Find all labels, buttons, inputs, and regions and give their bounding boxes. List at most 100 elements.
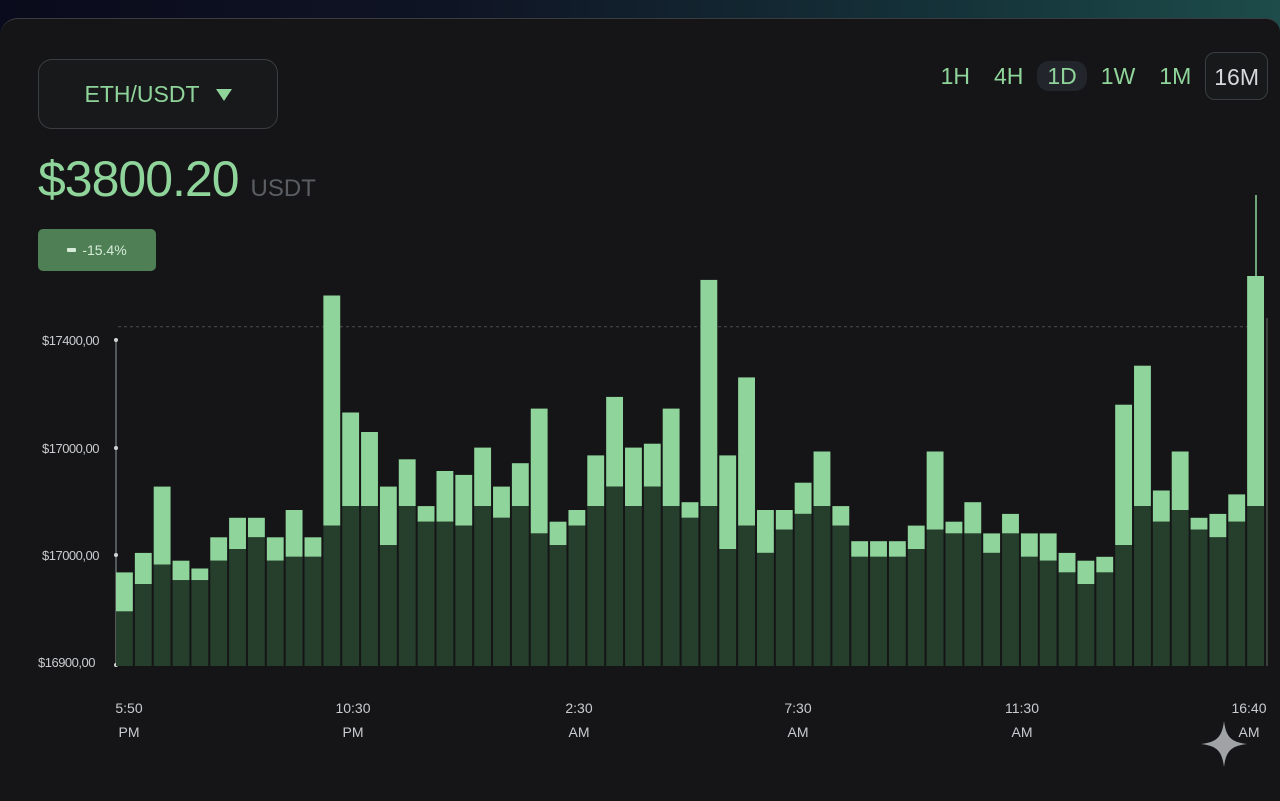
bar-upper: [210, 537, 228, 561]
x-tick-label: 2:30 AM: [565, 700, 593, 740]
bar-lower: [266, 560, 284, 666]
bar-upper: [1228, 494, 1246, 522]
bar-upper: [1190, 517, 1208, 530]
bar-upper: [643, 443, 661, 487]
price-display: $3800.20 USDT: [38, 150, 316, 208]
timeframe-1h[interactable]: 1H: [940, 63, 970, 89]
bar-lower: [172, 580, 190, 666]
price-value: $3800.20: [38, 151, 240, 207]
timeframe-1w[interactable]: 1W: [1100, 63, 1136, 89]
bar-upper: [1152, 490, 1170, 522]
chart-panel: [0, 18, 1280, 801]
bar-lower: [888, 556, 906, 666]
bar-upper: [794, 482, 812, 514]
bar-upper: [888, 541, 906, 557]
bar-lower: [191, 580, 209, 666]
bar-upper: [116, 572, 133, 612]
bar-upper: [568, 510, 586, 526]
bar-upper: [549, 521, 567, 546]
trend-icon: [67, 248, 77, 252]
bar-lower: [134, 584, 152, 666]
bar-lower: [304, 556, 322, 666]
bar-lower: [455, 525, 473, 666]
pair-selector[interactable]: ETH/USDT: [38, 59, 278, 129]
bar-lower: [945, 533, 963, 666]
bar-upper: [153, 486, 171, 565]
bar-lower: [1115, 545, 1133, 666]
y-tick-label: $16900,00: [38, 655, 95, 670]
bar-lower: [662, 506, 680, 666]
bar-lower: [285, 556, 303, 666]
bar-lower: [1152, 521, 1170, 666]
bar-lower: [1190, 529, 1208, 666]
bar-lower: [398, 506, 416, 666]
y-tick-label: $17000,00: [42, 441, 99, 456]
bar-lower: [549, 545, 567, 666]
bar-upper: [964, 502, 982, 534]
y-tick-label: $17400,00: [42, 333, 99, 348]
bar-upper: [681, 502, 699, 518]
pair-label: ETH/USDT: [84, 80, 200, 107]
bar-upper: [1002, 513, 1019, 534]
bar-upper: [361, 432, 378, 507]
bar-upper: [398, 459, 416, 507]
bar-upper: [229, 517, 246, 549]
bar-upper: [191, 568, 209, 581]
bar-lower: [1002, 533, 1019, 666]
bar-upper: [417, 506, 435, 522]
bar-lower: [153, 564, 171, 666]
bar-upper: [1058, 552, 1076, 573]
bar-upper: [983, 533, 1001, 553]
bar-upper: [247, 517, 265, 538]
bar-upper: [662, 408, 680, 507]
bar-lower: [700, 506, 718, 666]
bar-upper: [945, 521, 963, 534]
bar-lower: [1228, 521, 1246, 666]
bar-upper: [738, 377, 755, 526]
x-tick-label: 5:50 PM: [115, 700, 143, 740]
bar-lower: [870, 556, 887, 666]
y-axis-tick: [114, 553, 118, 557]
bar-upper: [606, 396, 624, 487]
bar-lower: [756, 552, 774, 666]
bar-upper: [436, 471, 454, 522]
bar-lower: [379, 545, 397, 666]
timeframe-1d[interactable]: 1D: [1037, 61, 1087, 91]
bar-upper: [304, 537, 322, 557]
timeframe-16m[interactable]: 16M: [1205, 52, 1268, 100]
x-tick-label: 7:30 AM: [784, 700, 812, 740]
bar-lower: [1134, 506, 1151, 666]
bar-upper: [587, 455, 605, 507]
timeframe-4h[interactable]: 4H: [993, 63, 1024, 89]
bar-upper: [379, 486, 397, 546]
bar-lower: [625, 506, 642, 666]
bar-lower: [1020, 556, 1038, 666]
bar-upper: [474, 447, 492, 507]
bar-lower: [342, 506, 360, 666]
bar-lower: [568, 525, 586, 666]
bar-lower: [474, 506, 492, 666]
bar-lower: [587, 506, 605, 666]
bar-upper: [832, 506, 850, 526]
bar-upper: [323, 295, 341, 526]
bar-lower: [1096, 572, 1114, 666]
bar-lower: [511, 506, 529, 666]
bar-lower: [813, 506, 831, 666]
bar-lower: [738, 525, 755, 666]
bar-upper: [926, 451, 944, 530]
bar-upper: [907, 525, 925, 549]
bar-lower: [719, 549, 737, 666]
bar-upper: [1096, 556, 1114, 573]
bar-upper: [134, 552, 152, 585]
y-axis-tick: [114, 446, 118, 450]
y-tick-label: $17000,00: [42, 548, 99, 563]
timeframe-1m[interactable]: 1M: [1159, 63, 1192, 89]
bar-lower: [775, 529, 793, 666]
bar-lower: [926, 529, 944, 666]
bar-lower: [1209, 537, 1227, 666]
bar-upper: [700, 279, 718, 507]
bar-lower: [210, 560, 228, 666]
bar-upper: [1020, 533, 1038, 557]
bar-lower: [794, 513, 812, 666]
price-unit: USDT: [250, 175, 316, 202]
